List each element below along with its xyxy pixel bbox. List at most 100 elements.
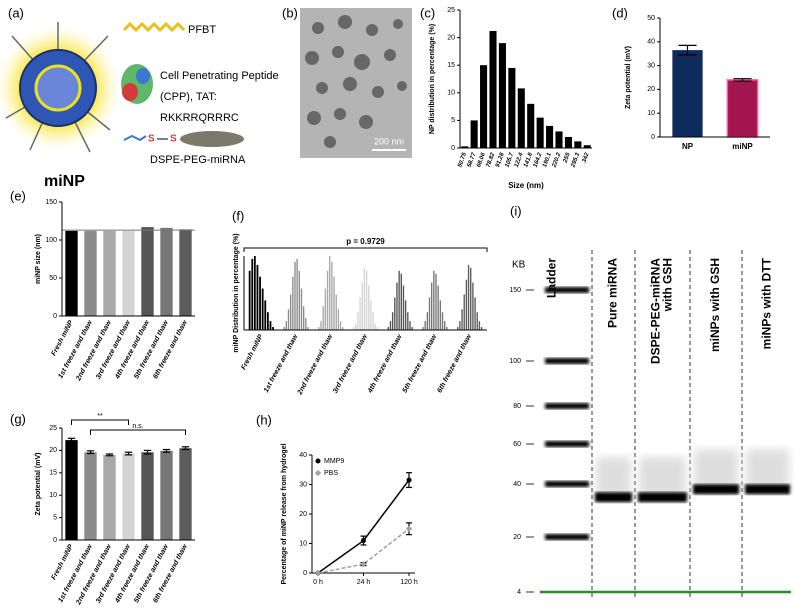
x-tick-label: 164.2: [533, 152, 544, 169]
x-tick-label: 5th freeze and thaw: [402, 333, 439, 394]
bar: [424, 321, 426, 330]
bar: [287, 309, 290, 330]
y-tick-label: 5: [53, 514, 57, 521]
y-tick-label: 40: [513, 481, 521, 488]
bar: [296, 258, 298, 330]
bar: [251, 258, 254, 330]
bar: [476, 312, 478, 330]
cpp-icon: [121, 64, 153, 104]
bar: [339, 321, 342, 330]
bar: [426, 312, 429, 330]
ladder-band: [545, 534, 589, 540]
y-tick-label: 50: [49, 275, 57, 282]
marker: [406, 477, 412, 483]
bar: [253, 256, 256, 330]
panel-label: (i): [510, 203, 522, 218]
lane-label: DSPE-PEG-miRNA: [649, 258, 663, 364]
bar: [322, 306, 324, 330]
bar: [376, 327, 379, 330]
error-bar: [105, 453, 114, 457]
error-bar: [67, 437, 76, 443]
bar: [289, 294, 292, 330]
bar: [264, 300, 267, 330]
bar: [269, 321, 272, 330]
y-tick-label: 40: [647, 39, 655, 46]
bar: [298, 270, 301, 330]
bar: [389, 321, 392, 330]
x-tick-label: 68.06: [476, 152, 487, 169]
bar: [564, 136, 572, 148]
bar: [84, 230, 97, 316]
bar: [324, 288, 327, 330]
error-bar: [143, 449, 152, 455]
series-line: [317, 528, 410, 574]
y-tick-label: 0: [303, 570, 307, 577]
panel-label: (c): [420, 5, 435, 20]
bar: [444, 321, 446, 330]
lane-label: Ladder: [545, 258, 559, 298]
x-tick-label: 24 h: [357, 579, 371, 586]
bar: [463, 294, 465, 330]
x-tick-label: 120 h: [400, 579, 418, 586]
bar: [472, 282, 474, 330]
x-tick-label: 5th freeze and thaw: [133, 543, 170, 604]
y-tick-label: 10: [49, 492, 57, 499]
x-tick-label: miNP: [732, 142, 753, 151]
band: [595, 492, 632, 503]
bar: [160, 227, 173, 316]
y-tick-label: 25: [49, 425, 57, 432]
error-bar: [181, 446, 190, 451]
y-tick-label: 80: [513, 403, 521, 410]
significance-bracket: [90, 429, 186, 435]
bar: [122, 230, 135, 316]
bar: [411, 327, 413, 330]
bar: [272, 327, 274, 330]
bar: [103, 454, 116, 540]
annotation: p = 0.9729: [346, 237, 385, 246]
bar: [441, 312, 444, 330]
x-tick-label: 3rd freeze and thaw: [95, 543, 132, 604]
bar: [365, 270, 368, 330]
bar: [517, 88, 525, 148]
bar: [368, 285, 370, 330]
x-tick-label: 1st freeze and thaw: [57, 543, 94, 604]
marker: [361, 538, 366, 544]
y-tick-label: 20: [513, 534, 521, 541]
significance-bracket: [71, 419, 129, 425]
bar: [370, 300, 372, 330]
pfbt-icon: [122, 21, 186, 33]
bar: [307, 327, 309, 330]
core: [34, 64, 82, 112]
bar: [459, 321, 461, 330]
bar: [402, 285, 405, 330]
bar: [179, 229, 192, 316]
bar: [498, 43, 506, 149]
y-tick-label: 10: [299, 540, 307, 547]
panel-label: (a): [8, 5, 24, 20]
bar: [333, 276, 335, 330]
particle-label: miNP: [44, 173, 85, 190]
marker: [314, 569, 322, 577]
bar: [141, 452, 154, 540]
x-tick-label: 5th freeze and thaw: [133, 319, 170, 380]
bar: [461, 146, 469, 148]
bar: [283, 327, 285, 330]
smear: [694, 449, 738, 490]
micrograph: (b) 200 nm: [282, 5, 412, 158]
bar: [398, 270, 400, 330]
bar: [430, 282, 433, 330]
bar: [478, 321, 481, 330]
bar: [480, 65, 488, 148]
bar: [65, 230, 78, 316]
bar: [65, 440, 78, 540]
y-tick-label: 30: [647, 62, 655, 69]
bar: [84, 452, 97, 540]
y-tick-label: 20: [299, 511, 307, 518]
legend-text: RKKRRQRRRC: [160, 112, 239, 124]
x-tick-label: 50.75: [457, 152, 468, 169]
bar: [355, 324, 357, 330]
x-tick-label: 1st freeze and thaw: [57, 319, 94, 380]
bar: [292, 276, 294, 330]
y-tick-label: 10: [447, 90, 455, 97]
x-tick-label: 6th freeze and thaw: [152, 319, 189, 380]
